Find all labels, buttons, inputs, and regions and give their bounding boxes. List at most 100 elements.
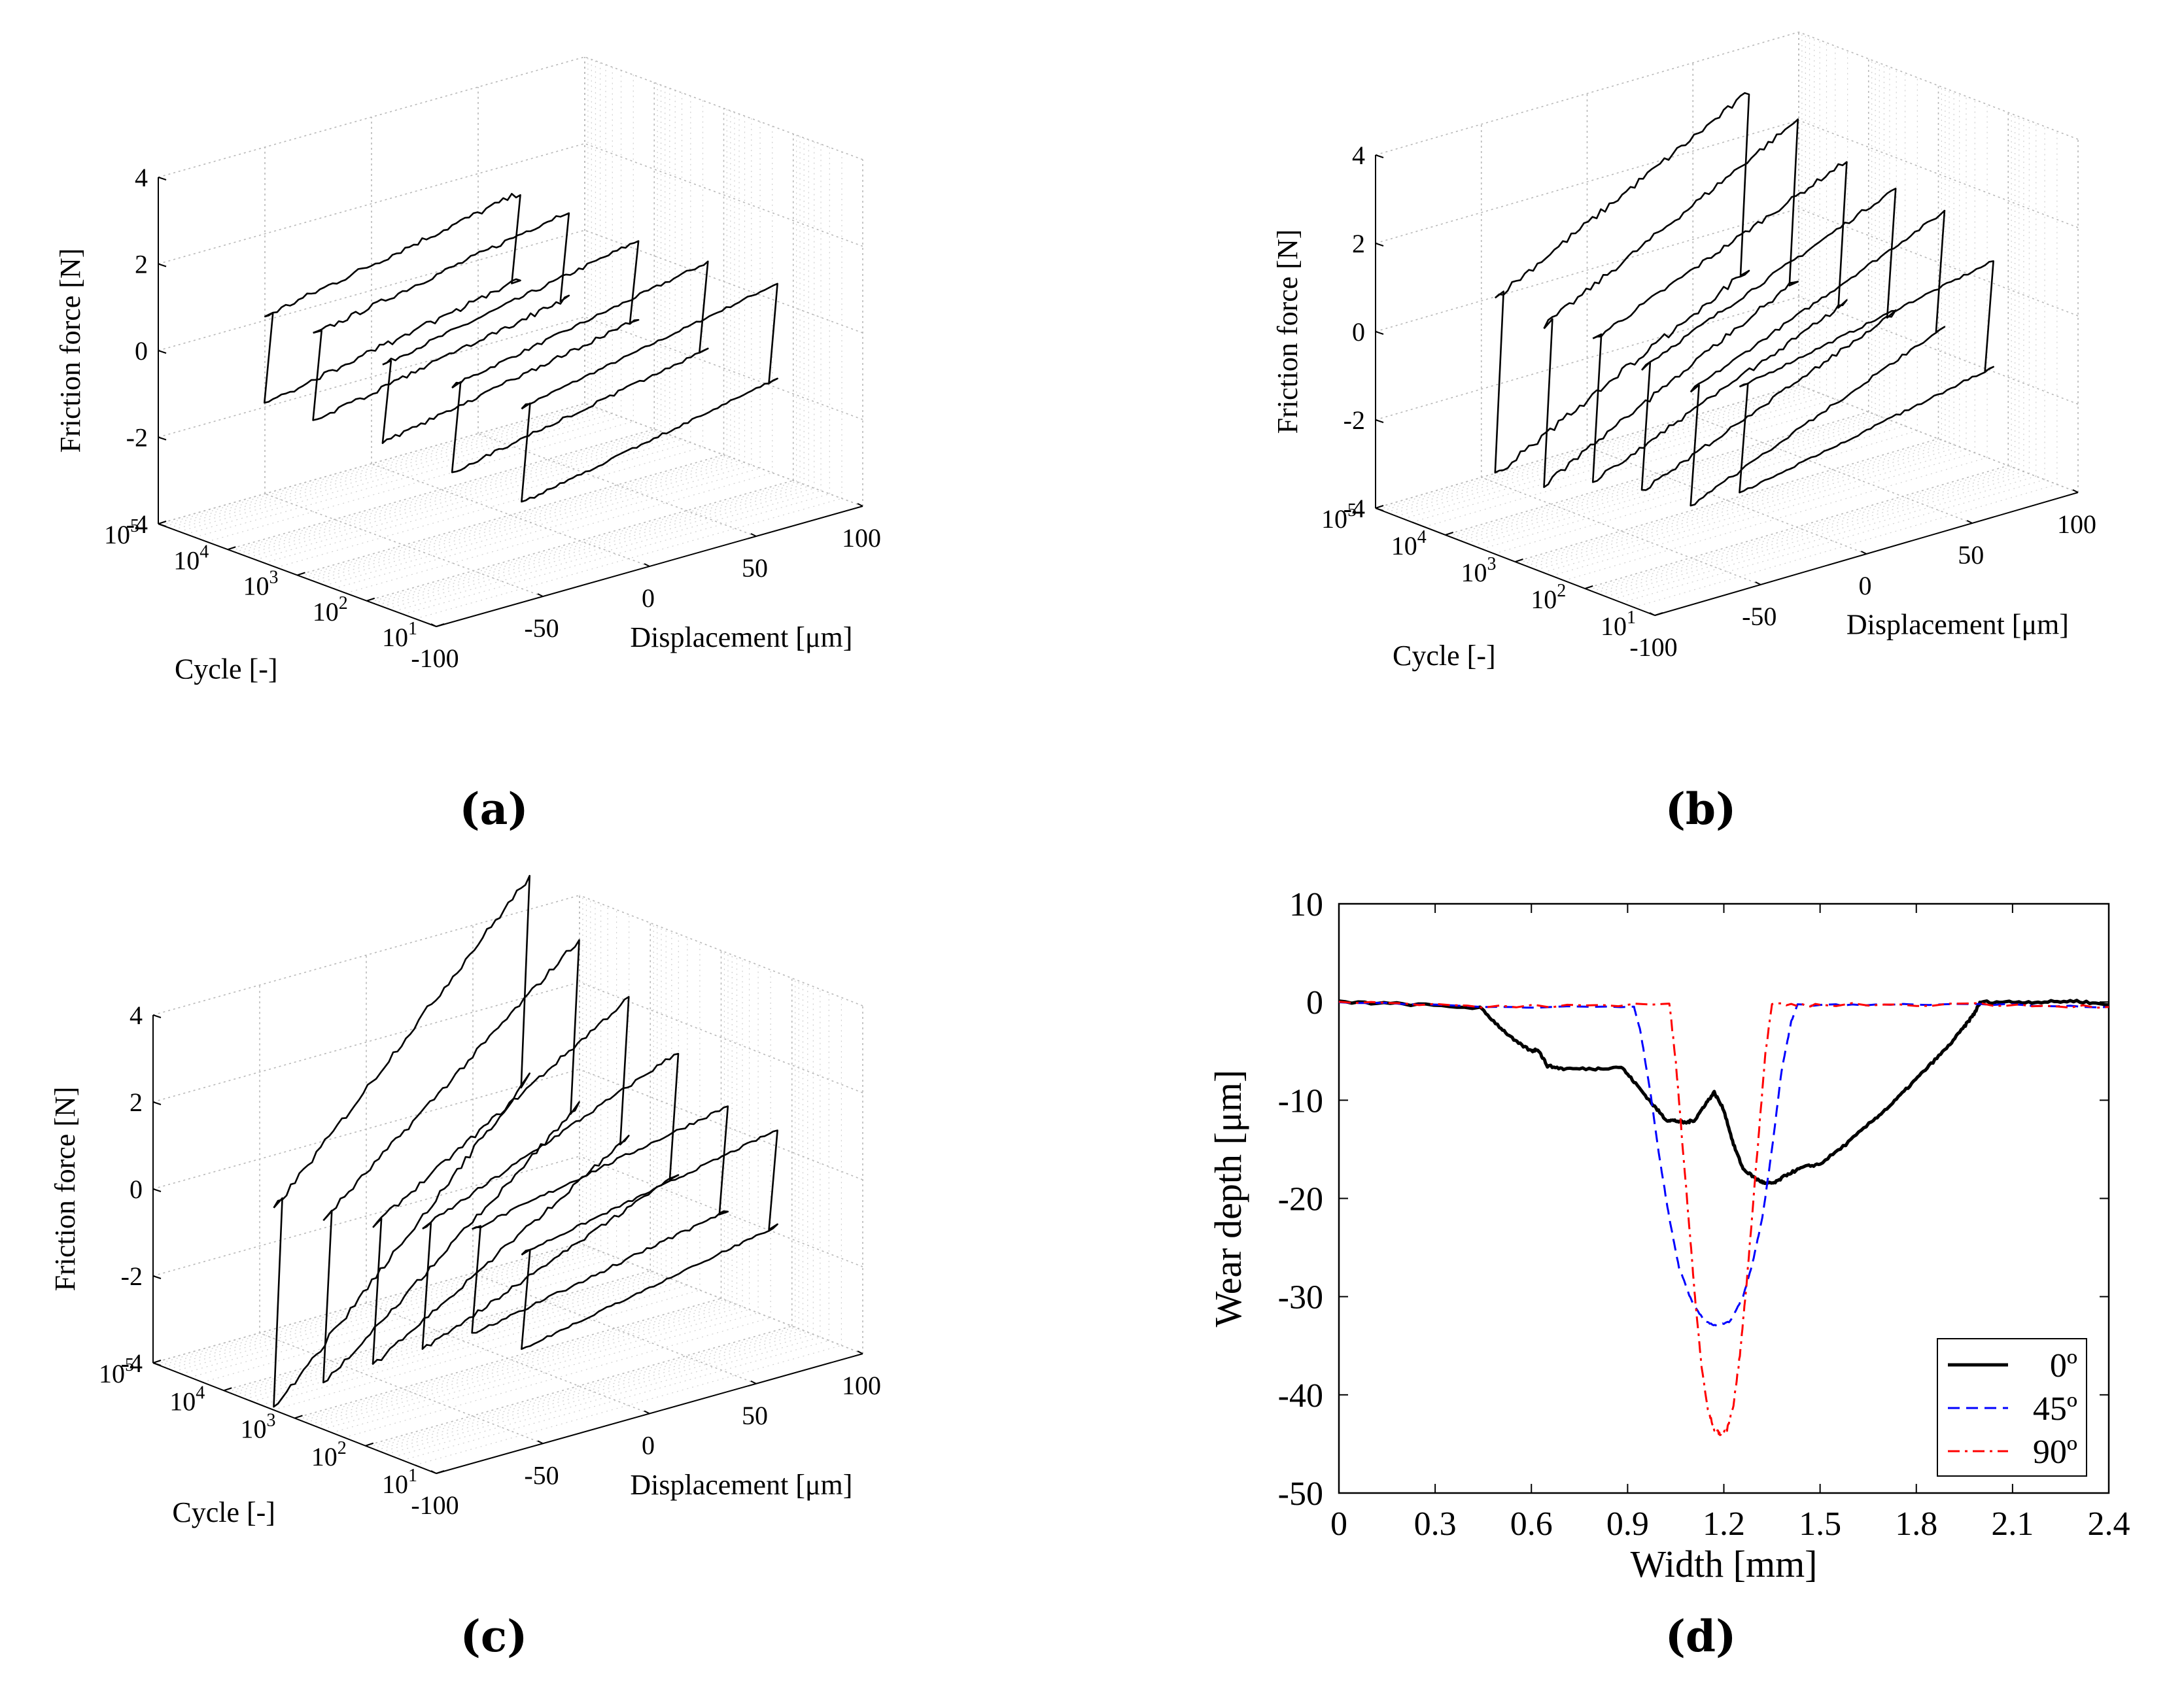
z-tick: [152, 1014, 162, 1018]
z-axis-label: Friction force [N]: [49, 1087, 81, 1292]
x-tick: [750, 533, 757, 537]
grid-line: [579, 895, 863, 1006]
minor-grid-line: [1466, 419, 1890, 543]
x-tick: [1755, 581, 1761, 585]
minor-grid-line: [310, 1304, 737, 1425]
x-tick-label: -50: [524, 613, 559, 643]
minor-grid-line: [394, 490, 822, 611]
grid-line: [152, 895, 580, 1016]
x-tick-label: 1.5: [1799, 1505, 1841, 1543]
minor-grid-line: [1494, 430, 1918, 555]
hysteresis-loop: [1543, 118, 1799, 489]
grid-line: [1798, 120, 2079, 228]
z-tick: [152, 1101, 162, 1105]
grid-line: [228, 428, 655, 551]
legend-label: 45º: [2033, 1390, 2077, 1428]
y-tick-label: 104: [169, 1383, 205, 1416]
minor-grid-line: [1461, 417, 1884, 541]
x-tick-label: 0.3: [1414, 1505, 1457, 1543]
hysteresis-loop: [471, 1105, 729, 1334]
y-tick-label: 105: [104, 516, 139, 549]
loops: [1494, 92, 1994, 507]
grid-line: [1375, 208, 1799, 332]
z-tick-label: 4: [1352, 141, 1365, 170]
grid-line: [1375, 296, 1799, 421]
x-tick-label: 100: [842, 1371, 881, 1400]
grid-line: [158, 403, 585, 524]
grid-line: [158, 316, 585, 438]
z-tick: [1375, 419, 1384, 423]
x-tick-label: 50: [742, 553, 768, 583]
minor-grid-line: [415, 1345, 842, 1466]
minor-grid-line: [260, 1284, 688, 1405]
hysteresis-loop: [312, 212, 570, 421]
minor-grid-line: [381, 1332, 808, 1452]
x-tick: [430, 623, 437, 627]
minor-grid-line: [245, 1279, 672, 1400]
grid-line: [579, 1069, 863, 1180]
x-axis-label: Displacement [μm]: [1846, 608, 2069, 640]
z-tick: [158, 177, 167, 180]
minor-grid-line: [276, 447, 703, 568]
minor-grid-line: [1587, 466, 2012, 591]
x-tick: [644, 1410, 650, 1415]
minor-grid-line: [202, 1262, 629, 1383]
minor-grid-line: [1606, 473, 2030, 597]
minor-grid-line: [373, 482, 801, 604]
z-tick-label: 4: [135, 163, 148, 192]
y-tick-label: 102: [311, 1438, 347, 1471]
minor-grid-line: [207, 421, 634, 543]
grid-line: [158, 230, 585, 351]
minor-grid-line: [169, 407, 596, 528]
z-axis-label: Friction force [N]: [54, 249, 86, 453]
z-tick: [1375, 331, 1384, 335]
legend-label: 90º: [2033, 1434, 2077, 1471]
y-tick: [227, 546, 236, 551]
hysteresis-loop: [322, 939, 580, 1384]
panel-a-3d-plot: -4-2024-100-50050100101102103104105Displ…: [54, 56, 881, 685]
y-tick-label: 10: [1289, 886, 1323, 923]
x-tick-label: -100: [1629, 632, 1677, 662]
y-tick-label: 104: [173, 541, 209, 575]
x-tick-label: 1.8: [1895, 1505, 1937, 1543]
x-tick: [1861, 551, 1867, 555]
z-tick-label: 2: [1352, 229, 1365, 258]
grid-line: [584, 403, 863, 507]
hysteresis-loop: [1591, 161, 1848, 483]
minor-grid-line: [1396, 392, 1820, 517]
panel-b-3d-plot: -4 -2 0 2 4 -100 -50 0 50 100 101 102 103 104 105 Displ…: [1272, 31, 2096, 672]
z-tick-label: -4: [126, 509, 148, 539]
x-tick: [1966, 520, 1973, 524]
minor-grid-line: [161, 404, 589, 526]
minor-grid-line: [1612, 475, 2036, 600]
y-tick-label: -20: [1278, 1181, 1323, 1218]
hysteresis-loop: [521, 1129, 778, 1350]
y-tick-label: 103: [241, 1411, 276, 1444]
panel-label-d: (d): [1665, 1611, 1737, 1662]
axis-edges: -4-2024-100-50050100101102103104105Displ…: [49, 1001, 881, 1528]
x-tick-label: 0: [1859, 571, 1872, 600]
hysteresis-loop: [521, 283, 778, 503]
hysteresis-loop: [1739, 260, 1994, 494]
panel-label-a: (a): [459, 783, 528, 834]
y-axis-label: Cycle [-]: [1393, 640, 1496, 672]
grid-line: [365, 1325, 792, 1447]
y-tick: [1654, 612, 1663, 616]
minor-grid-line: [174, 1251, 601, 1372]
z-tick-label: -2: [121, 1262, 143, 1291]
grid-line: [584, 56, 863, 160]
z-tick: [1375, 507, 1384, 511]
grid-line: [1375, 31, 1799, 156]
minor-grid-line: [370, 481, 797, 603]
hysteresis-loop: [421, 1053, 680, 1350]
hysteresis-loop: [381, 240, 640, 444]
y-tick: [366, 597, 375, 602]
minor-grid-line: [190, 1257, 617, 1378]
minor-grid-line: [303, 456, 731, 578]
x-tick-label: 50: [1958, 540, 1984, 570]
minor-grid-line: [315, 1306, 743, 1427]
minor-grid-line: [305, 1302, 733, 1423]
minor-grid-line: [345, 472, 772, 594]
minor-grid-line: [194, 416, 621, 538]
hysteresis-loop: [372, 996, 630, 1365]
